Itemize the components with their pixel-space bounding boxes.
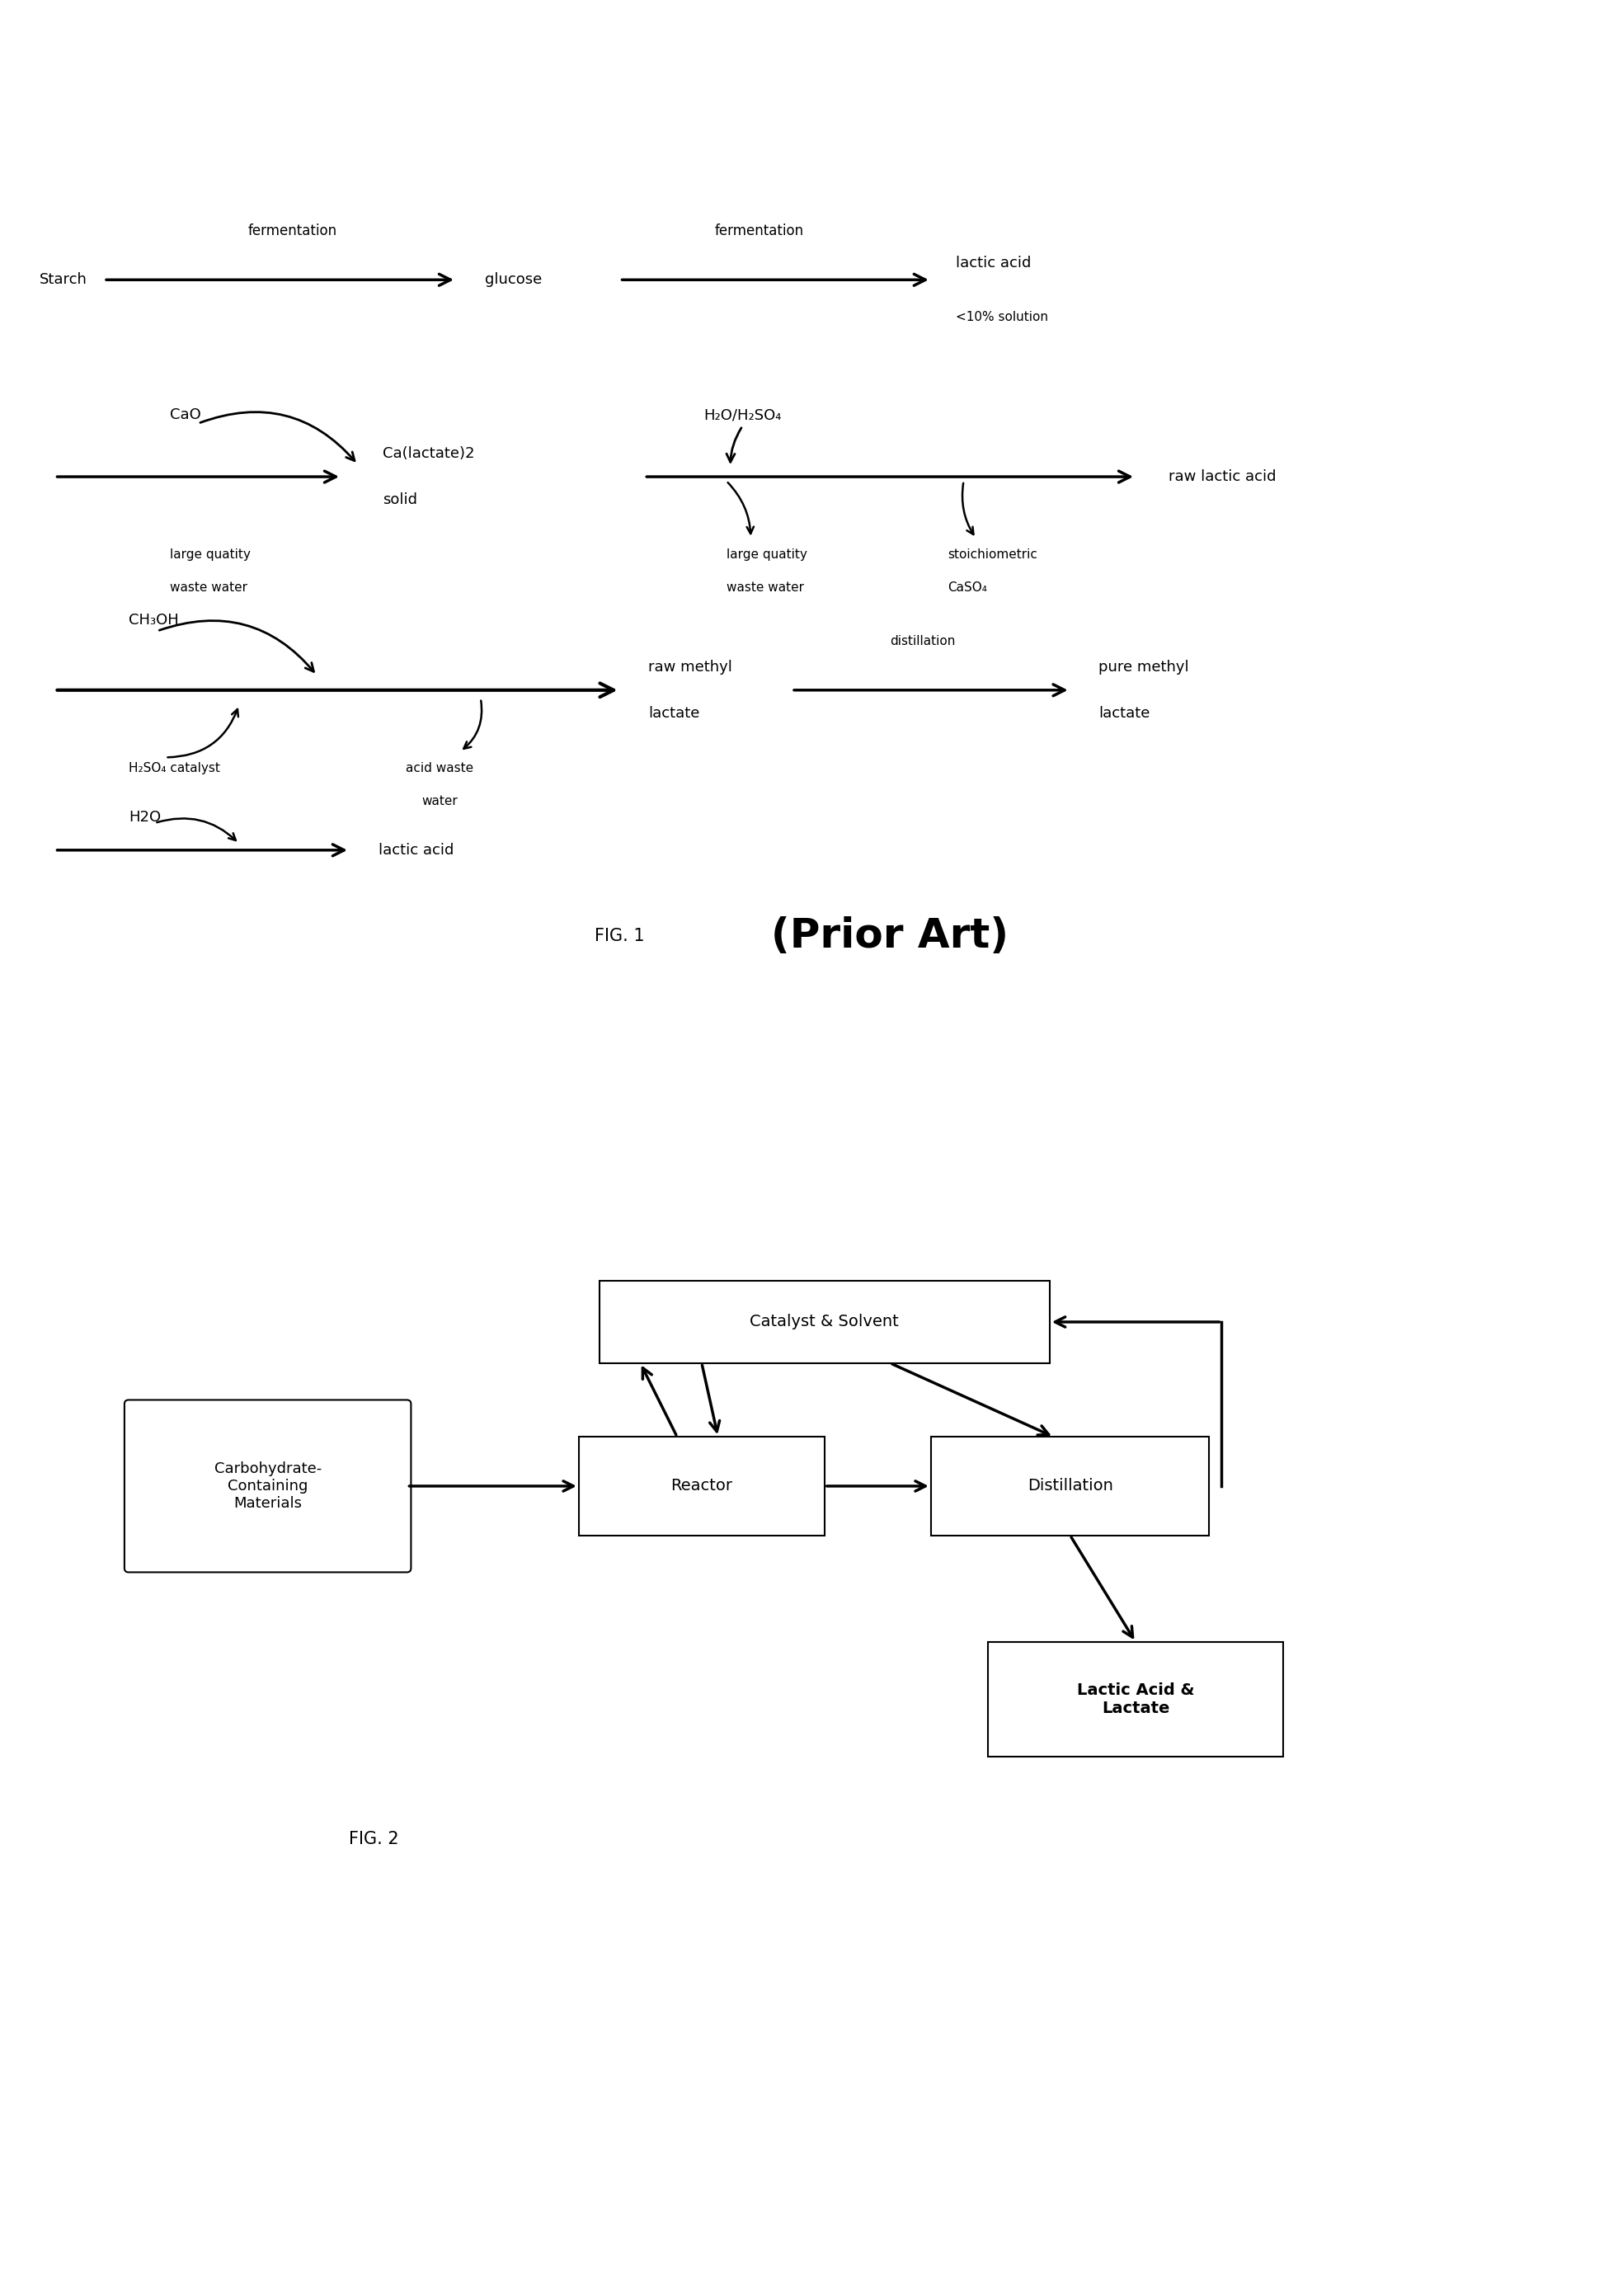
Text: H2O: H2O	[128, 810, 161, 824]
Text: lactate: lactate	[649, 705, 700, 721]
Text: Starch: Starch	[40, 273, 86, 287]
Text: H₂O/H₂SO₄: H₂O/H₂SO₄	[704, 409, 782, 422]
Text: (Prior Art): (Prior Art)	[771, 916, 1009, 955]
Text: lactic acid: lactic acid	[379, 843, 454, 856]
FancyBboxPatch shape	[600, 1281, 1049, 1364]
Text: Ca(lactate)2: Ca(lactate)2	[382, 445, 475, 461]
Text: waste water: waste water	[726, 581, 804, 595]
Text: solid: solid	[382, 491, 417, 507]
Text: raw methyl: raw methyl	[649, 659, 732, 675]
FancyBboxPatch shape	[988, 1642, 1282, 1756]
Text: Catalyst & Solvent: Catalyst & Solvent	[750, 1313, 899, 1329]
Text: H₂SO₄ catalyst: H₂SO₄ catalyst	[128, 762, 221, 774]
Text: Reactor: Reactor	[670, 1479, 732, 1495]
Text: FIG. 2: FIG. 2	[349, 1830, 400, 1848]
Text: Distillation: Distillation	[1027, 1479, 1113, 1495]
Text: fermentation: fermentation	[715, 223, 804, 239]
Text: <10% solution: <10% solution	[956, 310, 1047, 324]
Text: water: water	[422, 794, 457, 808]
Text: CaO: CaO	[169, 409, 200, 422]
Text: Carbohydrate-
Containing
Materials: Carbohydrate- Containing Materials	[214, 1463, 321, 1511]
Text: CaSO₄: CaSO₄	[947, 581, 987, 595]
Text: fermentation: fermentation	[248, 223, 337, 239]
Text: large quatity: large quatity	[169, 549, 249, 560]
FancyBboxPatch shape	[931, 1437, 1209, 1536]
Text: FIG. 1: FIG. 1	[595, 928, 644, 944]
Text: waste water: waste water	[169, 581, 246, 595]
Text: raw lactic acid: raw lactic acid	[1169, 468, 1276, 484]
Text: CH₃OH: CH₃OH	[128, 613, 179, 627]
Text: lactate: lactate	[1099, 705, 1150, 721]
FancyBboxPatch shape	[125, 1401, 411, 1573]
Text: glucose: glucose	[484, 273, 542, 287]
Text: pure methyl: pure methyl	[1099, 659, 1190, 675]
Text: Lactic Acid &
Lactate: Lactic Acid & Lactate	[1076, 1683, 1194, 1717]
Text: acid waste: acid waste	[406, 762, 473, 774]
FancyBboxPatch shape	[579, 1437, 825, 1536]
Text: lactic acid: lactic acid	[956, 255, 1031, 271]
Text: distillation: distillation	[891, 634, 956, 647]
Text: stoichiometric: stoichiometric	[947, 549, 1038, 560]
Text: large quatity: large quatity	[726, 549, 807, 560]
